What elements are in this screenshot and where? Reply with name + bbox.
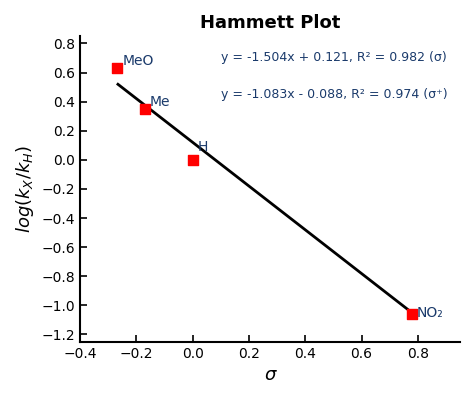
Point bbox=[189, 157, 196, 163]
Point bbox=[408, 311, 416, 317]
Title: Hammett Plot: Hammett Plot bbox=[200, 14, 340, 32]
Text: MeO: MeO bbox=[122, 54, 154, 68]
Text: NO₂: NO₂ bbox=[417, 306, 444, 320]
Y-axis label: $\mathit{log}$($\mathit{k_X}$/$\mathit{k_H}$): $\mathit{log}$($\mathit{k_X}$/$\mathit{k… bbox=[14, 145, 36, 233]
Text: H: H bbox=[198, 140, 208, 154]
Point bbox=[113, 65, 121, 71]
Text: Me: Me bbox=[150, 95, 170, 109]
Text: y = -1.083x - 0.088, R² = 0.974 (σ⁺): y = -1.083x - 0.088, R² = 0.974 (σ⁺) bbox=[220, 88, 447, 101]
Text: y = -1.504x + 0.121, R² = 0.982 (σ): y = -1.504x + 0.121, R² = 0.982 (σ) bbox=[220, 51, 447, 64]
X-axis label: σ: σ bbox=[264, 366, 276, 384]
Point bbox=[141, 106, 148, 112]
